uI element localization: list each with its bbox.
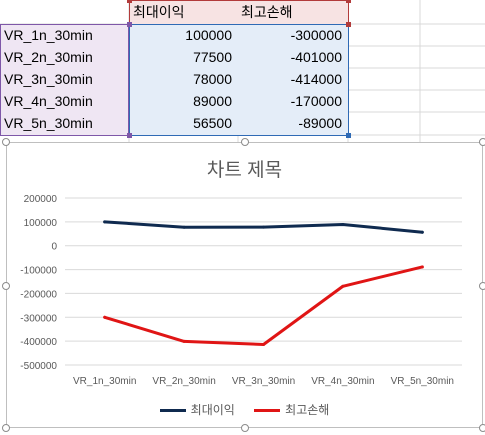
header-cell-max-profit[interactable]: 최대이익 xyxy=(133,4,185,20)
max-loss-cell[interactable]: -414000 xyxy=(290,71,342,87)
y-tick-label: 100000 xyxy=(24,218,58,229)
row-label-cell[interactable]: VR_1n_30min xyxy=(4,27,93,43)
max-loss-cell[interactable]: -89000 xyxy=(298,115,342,131)
max-loss-cell[interactable]: -401000 xyxy=(290,49,342,65)
x-tick-label: VR_2n_30min xyxy=(152,376,215,387)
data-point xyxy=(420,265,424,269)
x-tick-label: VR_5n_30min xyxy=(391,376,454,387)
header-selection-handle[interactable] xyxy=(346,22,351,27)
line-chart[interactable]: 차트 제목 200000 100000 0 -100000 -200000 -300000… xyxy=(2,138,485,432)
y-tick-label: -200000 xyxy=(20,289,57,300)
x-tick-label: VR_3n_30min xyxy=(232,376,295,387)
max-profit-cell[interactable]: 89000 xyxy=(193,93,232,109)
selected-header-range[interactable] xyxy=(130,0,348,24)
values-selection-border xyxy=(129,24,349,136)
y-tick-label: 200000 xyxy=(24,194,58,205)
data-point xyxy=(262,342,265,346)
data-point xyxy=(103,220,107,224)
max-profit-cell[interactable]: 100000 xyxy=(185,27,232,43)
row-label-cell[interactable]: VR_3n_30min xyxy=(4,71,93,87)
series-line-max-loss xyxy=(103,265,424,346)
chart-legend[interactable]: 최대이익 최고손해 xyxy=(7,401,482,418)
values-selection-handle[interactable] xyxy=(346,133,351,138)
chart-title[interactable]: 차트 제목 xyxy=(206,160,283,181)
x-tick-label: VR_1n_30min xyxy=(73,376,136,387)
header-selection-handle[interactable] xyxy=(346,0,351,3)
chart-resize-handle[interactable] xyxy=(2,282,10,290)
max-profit-cell[interactable]: 77500 xyxy=(193,49,232,65)
chart-resize-handle[interactable] xyxy=(479,424,485,432)
data-point xyxy=(182,225,186,229)
data-point xyxy=(341,222,345,226)
max-loss-cell[interactable]: -300000 xyxy=(290,27,342,43)
chart-resize-handle[interactable] xyxy=(479,138,485,146)
legend-item-max-profit[interactable]: 최대이익 xyxy=(159,401,235,418)
max-profit-cell[interactable]: 78000 xyxy=(193,71,232,87)
data-point xyxy=(341,284,345,288)
data-point xyxy=(182,339,186,343)
legend-label: 최대이익 xyxy=(190,403,235,417)
selected-values-range[interactable] xyxy=(130,24,348,135)
row-selection-handle[interactable] xyxy=(127,22,132,27)
row-label-cell[interactable]: VR_2n_30min xyxy=(4,49,93,65)
max-profit-cell[interactable]: 56500 xyxy=(193,115,232,131)
x-tick-label: VR_4n_30min xyxy=(311,376,374,387)
selected-row-labels-range[interactable] xyxy=(0,24,128,135)
y-tick-label: -100000 xyxy=(20,266,57,277)
chart-resize-handle[interactable] xyxy=(241,138,249,146)
header-selection-border xyxy=(129,0,349,25)
chart-resize-handle[interactable] xyxy=(2,424,10,432)
max-loss-cell[interactable]: -170000 xyxy=(290,93,342,109)
plot-area[interactable]: 200000 100000 0 -100000 -200000 -300000 -40000… xyxy=(7,143,484,429)
legend-label: 최고손해 xyxy=(285,403,330,417)
data-point xyxy=(420,230,424,234)
data-point xyxy=(103,315,107,319)
legend-item-max-loss[interactable]: 최고손해 xyxy=(254,401,329,418)
header-cell-max-loss[interactable]: 최고손해 xyxy=(241,4,293,20)
row-label-selection-border xyxy=(0,24,129,136)
y-tick-label: -500000 xyxy=(20,361,57,372)
chart-resize-handle[interactable] xyxy=(479,282,485,290)
row-label-cell[interactable]: VR_4n_30min xyxy=(4,93,93,109)
y-tick-label: -300000 xyxy=(20,313,57,324)
y-tick-label: -400000 xyxy=(20,337,57,348)
row-label-cell[interactable]: VR_5n_30min xyxy=(4,115,93,131)
header-selection-handle[interactable] xyxy=(127,0,132,3)
row-selection-handle[interactable] xyxy=(127,133,132,138)
legend-swatch xyxy=(254,409,281,413)
chart-resize-handle[interactable] xyxy=(241,424,249,432)
y-tick-label: 0 xyxy=(51,242,57,253)
chart-resize-handle[interactable] xyxy=(2,138,10,146)
data-point xyxy=(262,225,265,229)
legend-swatch xyxy=(159,409,186,413)
